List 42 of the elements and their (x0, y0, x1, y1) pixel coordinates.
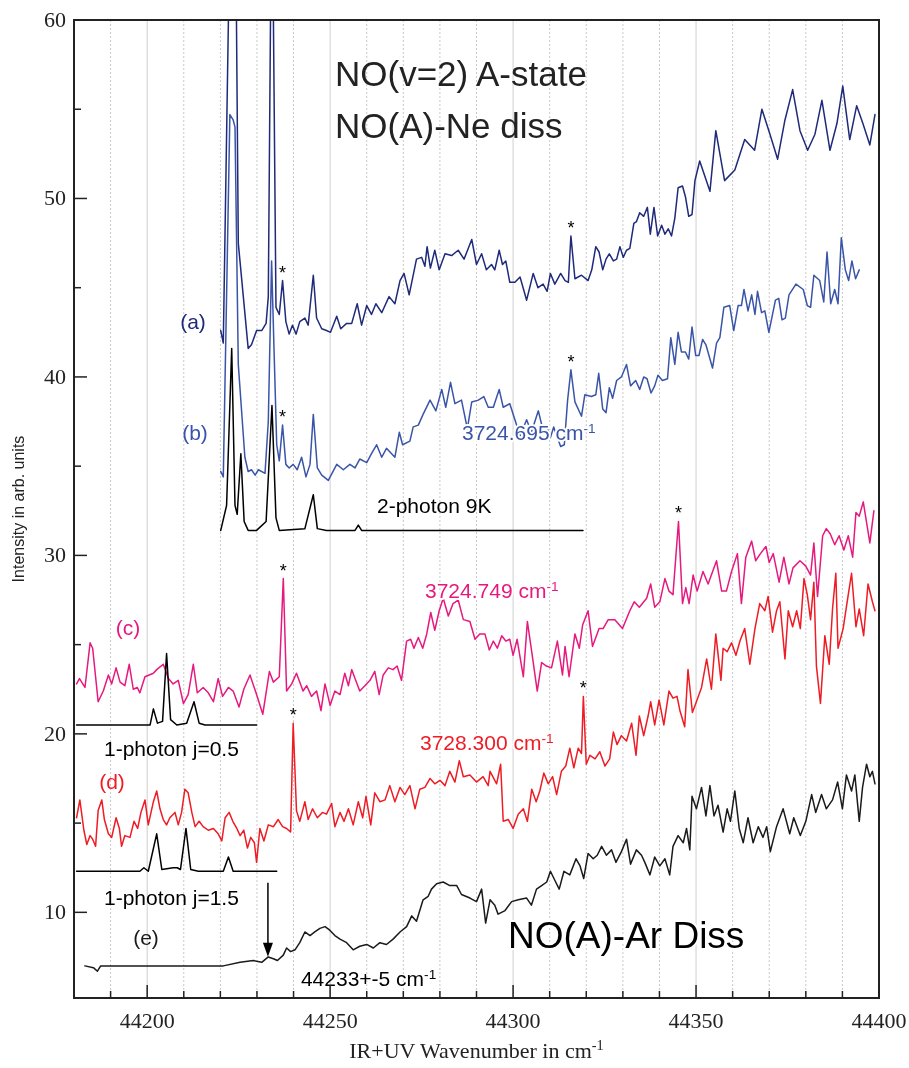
annotation: * (279, 262, 287, 283)
x-tick-label: 44200 (119, 1008, 175, 1033)
line-series (75, 827, 278, 873)
series-label: 1-photon j=0.5 (104, 737, 239, 760)
y-tick-label: 10 (44, 899, 66, 925)
series-label: (b) (182, 421, 208, 444)
text: NO(A)-Ne diss (335, 106, 563, 145)
line-series (219, 347, 584, 532)
line-series (84, 763, 876, 972)
annotation: * (579, 678, 587, 699)
annotation: * (674, 503, 682, 524)
x-axis-title: IR+UV Wavenumber in cm$^{-1}$ (349, 1037, 604, 1063)
line-series (75, 572, 876, 864)
series-label: (a) (180, 310, 206, 333)
series-label: (c) (115, 616, 141, 639)
line-series (219, 113, 860, 482)
annotation: * (567, 351, 575, 372)
text: NO(v=2) A-state (335, 54, 587, 93)
y-tick-label: 40 (44, 363, 66, 389)
x-tick-label: 44300 (485, 1008, 541, 1033)
y-axis-title: Intensity in arb. units (10, 435, 27, 583)
annotation: NO(A)-Ar Diss (508, 915, 745, 956)
annotation: * (289, 705, 297, 726)
annotation: 3724.749 cm$^{-1}$ (425, 578, 559, 602)
x-tick-label: 44400 (851, 1008, 907, 1033)
x-tick-label: 44350 (668, 1008, 724, 1033)
y-tick-label: 30 (44, 542, 66, 568)
line-series (219, 20, 876, 350)
annotation: * (279, 560, 287, 581)
annotation: * (279, 407, 287, 428)
x-tick-label: 44250 (302, 1008, 358, 1033)
series-label: 2-photon 9K (377, 494, 492, 517)
y-tick-label: 20 (44, 720, 66, 746)
annotation: 44233+-5 cm$^{-1}$ (300, 966, 437, 990)
y-tick-label: 60 (44, 7, 66, 32)
annotation: 3728.300 cm$^{-1}$ (420, 730, 554, 754)
series-label: (d) (99, 770, 125, 793)
y-tick-label: 50 (44, 185, 66, 211)
series-label: 1-photon j=1.5 (104, 886, 239, 909)
line-series (75, 652, 258, 726)
series-label: (e) (133, 926, 159, 949)
annotation: * (567, 217, 575, 238)
